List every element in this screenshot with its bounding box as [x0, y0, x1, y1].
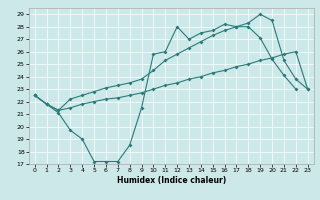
X-axis label: Humidex (Indice chaleur): Humidex (Indice chaleur) [116, 176, 226, 185]
